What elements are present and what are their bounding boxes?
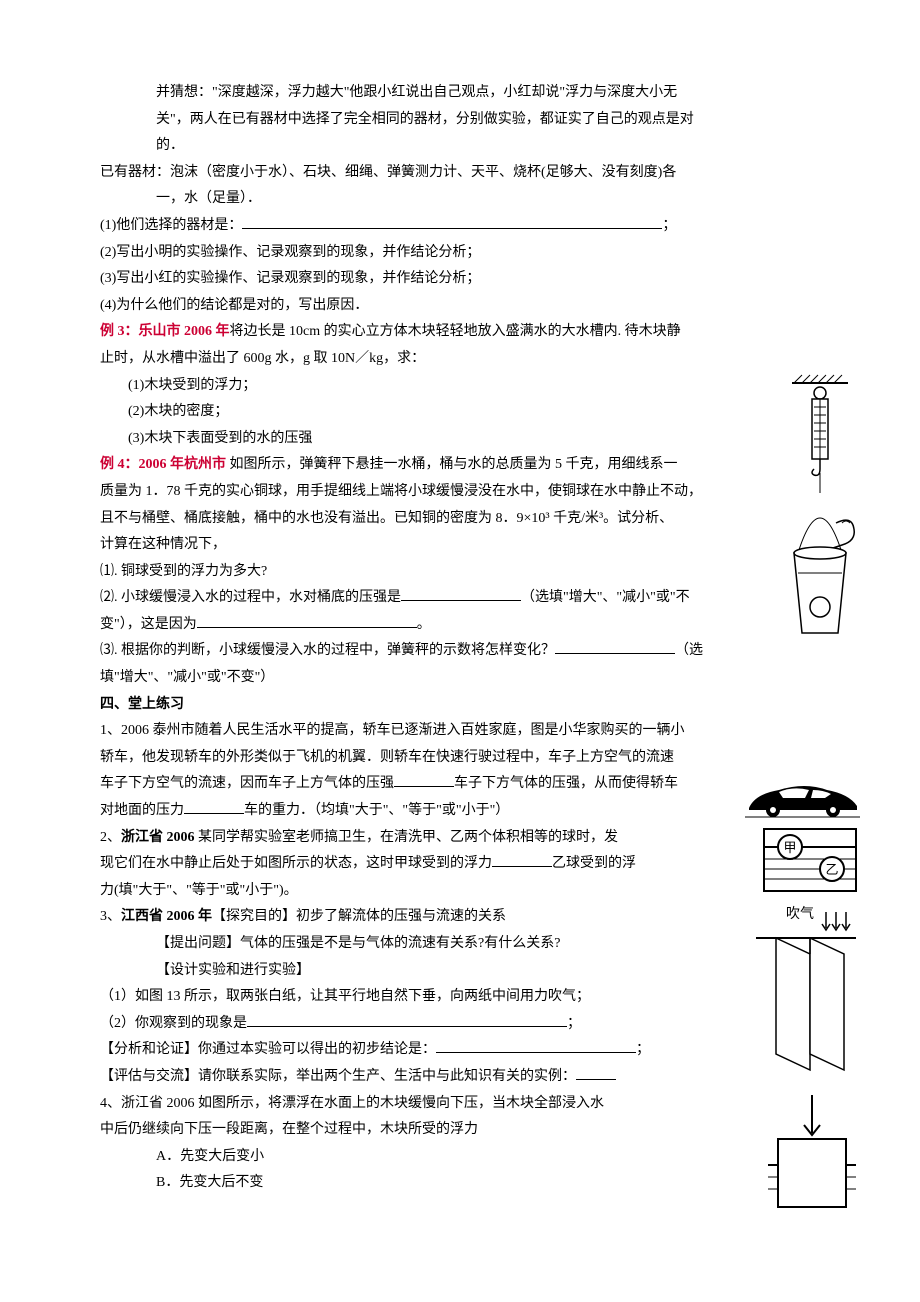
example4-label: 例 4：2006 年杭州市 — [100, 457, 226, 472]
press-svg — [764, 1091, 860, 1221]
p2b: 某同学帮实验室老师搞卫生，在清洗甲、乙两个体积相等的球时，发 — [198, 830, 618, 845]
yi-label: 乙 — [825, 862, 838, 877]
p4-line2: 中后仍继续向下压一段距离，在整个过程中，木块所受的浮力 — [100, 1117, 860, 1144]
blank — [576, 1065, 616, 1080]
p1-c2: 车子下方气体的压强，从而使得轿车 — [454, 776, 678, 791]
p1-d1: 对地面的压力 — [100, 803, 184, 818]
p2-label: 浙江省 2006 — [121, 830, 198, 845]
intro-line3: 的． — [100, 133, 860, 160]
p3g2: ； — [636, 1042, 650, 1057]
blank — [401, 586, 521, 601]
example4-line3: 且不与桶壁、桶底接触，桶中的水也没有溢出。已知铜的密度为 8．9×10³ 千克/… — [100, 506, 860, 533]
example3-s1: (1)木块受到的浮力； — [100, 373, 860, 400]
example3-label: 例 3：乐山市 2006 年 — [100, 324, 230, 339]
p3a: 3、 — [100, 909, 121, 924]
example4-q1: ⑴. 铜球受到的浮力为多大? — [100, 559, 860, 586]
p3h: 【评估与交流】请你联系实际，举出两个生产、生活中与此知识有关的实例： — [100, 1069, 576, 1084]
spring-bucket-figure — [780, 373, 860, 653]
example4-t1: 如图所示，弹簧秤下悬挂一水桶，桶与水的总质量为 5 千克，用细线系一 — [226, 457, 678, 472]
example3-line2: 止时，从水槽中溢出了 600g 水，g 取 10N／kg，求： — [100, 346, 860, 373]
blank — [555, 639, 675, 654]
p2a: 2、 — [100, 830, 121, 845]
p4-optA: A．先变大后变小 — [100, 1144, 860, 1171]
ex4-q3-text2: （选 — [675, 643, 703, 658]
p3g1: 【分析和论证】你通过本实验可以得出的初步结论是： — [100, 1042, 436, 1057]
example3-t1: 将边长是 10cm 的实心立方体木块轻轻地放入盛满水的大水槽内. 待木块静 — [230, 324, 681, 339]
blank — [436, 1038, 636, 1053]
example4-q3a: ⑶. 根据你的判断，小球缓慢浸入水的过程中，弹簧秤的示数将怎样变化？ （选 — [100, 638, 860, 665]
balls-water-figure: 甲 乙 — [760, 825, 860, 897]
blank — [184, 799, 244, 814]
top-q4: (4)为什么他们的结论都是对的，写出原因． — [100, 293, 860, 320]
p3f2: ； — [567, 1016, 581, 1031]
top-q2: (2)写出小明的实验操作、记录观察到的现象，并作结论分析； — [100, 240, 860, 267]
p2-line1: 2、浙江省 2006 某同学帮实验室老师搞卫生，在清洗甲、乙两个体积相等的球时，… — [100, 825, 860, 852]
example3-s3: (3)木块下表面受到的水的压强 — [100, 426, 860, 453]
intro-line2: 关"，两人在已有器材中选择了完全相同的器材，分别做实验，都证实了自己的观点是对 — [100, 107, 860, 134]
p3f1: （2）你观察到的现象是 — [100, 1016, 247, 1031]
example4-q2b: 变"），这是因为 。 — [100, 612, 860, 639]
p3-line7: 【评估与交流】请你联系实际，举出两个生产、生活中与此知识有关的实例： — [100, 1064, 860, 1091]
blank — [247, 1012, 567, 1027]
ex4-q2-text3: 变"），这是因为 — [100, 617, 197, 632]
blow-label: 吹气 — [786, 906, 814, 922]
p4-line1: 4、浙江省 2006 如图所示，将漂浮在水面上的木块缓慢向下压，当木块全部浸入水 — [100, 1091, 860, 1118]
jia-label: 甲 — [783, 840, 796, 855]
materials-line2: 一，水（足量）． — [100, 186, 860, 213]
ex4-q2-text1: ⑵. 小球缓慢浸入水的过程中，水对桶底的压强是 — [100, 590, 401, 605]
p3-line2: 【提出问题】气体的压强是不是与气体的流速有关系?有什么关系? — [100, 931, 860, 958]
example3-line1: 例 3：乐山市 2006 年将边长是 10cm 的实心立方体木块轻轻地放入盛满水… — [100, 319, 860, 346]
p2-line3: 力(填"大于"、"等于"或"小于")。 — [100, 878, 860, 905]
blank — [492, 852, 552, 867]
p2c1: 现它们在水中静止后处于如图所示的状态，这时甲球受到的浮力 — [100, 856, 492, 871]
top-q1-tail: ； — [662, 218, 676, 233]
example4-q2a: ⑵. 小球缓慢浸入水的过程中，水对桶底的压强是 （选填"增大"、"减小"或"不 — [100, 585, 860, 612]
example4-line4: 计算在这种情况下， — [100, 532, 860, 559]
blank — [197, 613, 417, 628]
p3-line4: （1）如图 13 所示，取两张白纸，让其平行地自然下垂，向两纸中间用力吹气； — [100, 984, 860, 1011]
spring-bucket-svg — [780, 373, 860, 653]
example4-q3b: 填"增大"、"减小"或"不变"） — [100, 665, 860, 692]
p3b: 【探究目的】初步了解流体的压强与流速的关系 — [212, 909, 506, 924]
p3-line6: 【分析和论证】你通过本实验可以得出的初步结论是： ； — [100, 1037, 860, 1064]
p2-line2: 现它们在水中静止后处于如图所示的状态，这时甲球受到的浮力 乙球受到的浮 — [100, 851, 860, 878]
p1-line1: 1、2006 泰州市随着人民生活水平的提高，轿车已逐渐进入百姓家庭，图是小华家购… — [100, 718, 860, 745]
car-figure — [745, 780, 860, 820]
p1-d2: 车的重力．（均填"大于"、"等于"或"小于"） — [244, 803, 509, 818]
p2c2: 乙球受到的浮 — [552, 856, 636, 871]
top-q1: (1)他们选择的器材是： ； — [100, 213, 860, 240]
example4-line2: 质量为 1．78 千克的实心铜球，用手提细线上端将小球缓慢浸没在水中，使铜球在水… — [100, 479, 860, 506]
p1-c1: 车子下方空气的流速，因而车子上方气体的压强 — [100, 776, 394, 791]
ex4-q3-text1: ⑶. 根据你的判断，小球缓慢浸入水的过程中，弹簧秤的示数将怎样变化？ — [100, 643, 555, 658]
practice-header: 四、堂上练习 — [100, 692, 860, 719]
materials-line1: 已有器材：泡沫（密度小于水）、石块、细绳、弹簧测力计、天平、烧杯(足够大、没有刻… — [100, 160, 860, 187]
p4-optB: B．先变大后不变 — [100, 1170, 860, 1197]
blow-svg: 吹气 — [750, 904, 860, 1074]
p3-line3: 【设计实验和进行实验】 — [100, 958, 860, 985]
p3-line1: 3、江西省 2006 年【探究目的】初步了解流体的压强与流速的关系 — [100, 904, 860, 931]
blow-paper-figure: 吹气 — [750, 904, 860, 1074]
p3-label: 江西省 2006 年 — [121, 909, 212, 924]
balls-svg: 甲 乙 — [760, 825, 860, 897]
press-block-figure — [764, 1091, 860, 1221]
ex4-q2-text4: 。 — [417, 617, 431, 632]
top-q1-text: (1)他们选择的器材是： — [100, 218, 242, 233]
top-q3: (3)写出小红的实验操作、记录观察到的现象，并作结论分析； — [100, 266, 860, 293]
example3-s2: (2)木块的密度； — [100, 399, 860, 426]
blank — [242, 214, 662, 229]
ex4-q2-text2: （选填"增大"、"减小"或"不 — [521, 590, 690, 605]
p1-line2: 轿车，他发现轿车的外形类似于飞机的机翼．则轿车在快速行驶过程中，车子上方空气的流… — [100, 745, 860, 772]
intro-line1: 并猜想："深度越深，浮力越大"他跟小红说出自己观点，小红却说"浮力与深度大小无 — [100, 80, 860, 107]
p3-line5: （2）你观察到的现象是 ； — [100, 1011, 860, 1038]
example4-line1: 例 4：2006 年杭州市 如图所示，弹簧秤下悬挂一水桶，桶与水的总质量为 5 … — [100, 452, 860, 479]
blank — [394, 772, 454, 787]
car-svg — [745, 780, 860, 820]
